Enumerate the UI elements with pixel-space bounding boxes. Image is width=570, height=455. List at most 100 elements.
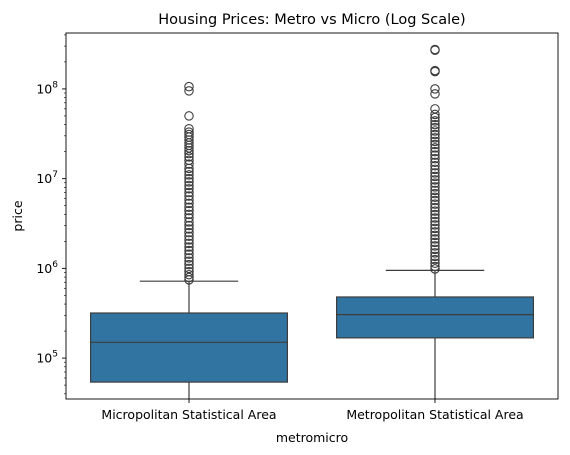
box-iqr	[89, 312, 289, 383]
y-tick-label: 106	[36, 260, 58, 276]
outlier-point	[184, 249, 194, 259]
outlier-point	[430, 116, 440, 126]
outlier-point	[184, 245, 194, 256]
outlier-point	[184, 238, 194, 249]
outlier-point	[184, 173, 194, 184]
outlier-point	[184, 272, 194, 283]
outlier-point	[430, 171, 440, 182]
outlier-point	[184, 202, 194, 212]
outlier-point	[430, 143, 440, 153]
outlier-point	[184, 184, 194, 194]
x-axis-label: metromicro	[276, 430, 348, 445]
x-axis: Micropolitan Statistical Area Metropolita…	[101, 399, 524, 422]
outlier-point	[184, 231, 194, 242]
outlier-point	[430, 178, 440, 188]
outlier-point	[184, 170, 194, 180]
outlier-point	[430, 199, 440, 209]
outlier-point	[184, 177, 194, 187]
y-axis-label: price	[10, 200, 25, 231]
outlier-point	[430, 126, 440, 136]
outlier-point	[184, 256, 194, 267]
outlier-point	[184, 145, 194, 156]
outlier-point	[430, 188, 440, 199]
outlier-point	[430, 175, 440, 185]
outlier-point	[430, 261, 440, 272]
outlier-point	[430, 164, 440, 175]
outlier-point	[430, 254, 440, 265]
y-tick-label: 107	[36, 170, 58, 186]
outlier-point	[430, 241, 440, 251]
outlier-point	[430, 139, 440, 150]
box-group-0	[89, 81, 289, 399]
outlier-point	[184, 86, 194, 96]
outlier-point	[184, 111, 194, 121]
outlier-point	[184, 275, 194, 285]
outlier-point	[430, 109, 440, 120]
outlier-point	[184, 81, 194, 92]
outlier-point	[184, 180, 194, 191]
outlier-point	[430, 136, 440, 147]
outlier-point	[184, 259, 194, 270]
outlier-point	[184, 263, 194, 274]
outlier-point	[430, 89, 440, 99]
outlier-point	[430, 153, 440, 164]
outlier-point	[184, 138, 194, 148]
x-tick-label: Metropolitan Statistical Area	[346, 407, 523, 422]
outlier-point	[184, 253, 194, 263]
outlier-point	[184, 159, 194, 169]
outlier-point	[430, 220, 440, 230]
plot-area	[89, 44, 535, 399]
outlier-point	[430, 45, 440, 55]
outlier-point	[184, 269, 194, 280]
outlier-point	[430, 185, 440, 196]
outlier-point	[430, 150, 440, 160]
outlier-point	[184, 166, 194, 177]
outlier-point	[430, 264, 440, 274]
outlier-point	[430, 66, 440, 77]
outlier-point	[430, 119, 440, 130]
outlier-point	[430, 133, 440, 143]
outlier-point	[184, 205, 194, 216]
outlier-point	[184, 217, 194, 227]
outlier-point	[184, 127, 194, 137]
box-group-1	[336, 44, 535, 399]
outlier-point	[430, 195, 440, 206]
outlier-point	[184, 191, 194, 201]
y-tick-label: 105	[36, 350, 58, 366]
plot-frame	[65, 32, 559, 400]
outlier-point	[430, 258, 440, 269]
outlier-point	[430, 216, 440, 227]
x-tick-label: Micropolitan Statistical Area	[101, 407, 276, 422]
outlier-point	[430, 146, 440, 157]
outlier-point	[184, 198, 194, 209]
outlier-point	[184, 242, 194, 252]
outlier-point	[430, 206, 440, 216]
outlier-point	[184, 195, 194, 205]
outlier-point	[184, 209, 194, 220]
outlier-point	[430, 202, 440, 213]
outlier-point	[184, 152, 194, 162]
outlier-point	[430, 230, 440, 241]
outlier-point	[184, 220, 194, 231]
outlier-point	[430, 244, 440, 255]
outlier-point	[430, 223, 440, 234]
outlier-point	[430, 129, 440, 140]
outlier-point	[184, 213, 194, 223]
outlier-point	[430, 248, 440, 258]
outlier-point	[430, 122, 440, 133]
outlier-point	[430, 112, 440, 123]
y-tick-label: 108	[36, 80, 58, 96]
outlier-point	[430, 213, 440, 223]
outlier-point	[430, 237, 440, 248]
outlier-point	[430, 168, 440, 178]
outlier-point	[430, 251, 440, 262]
outlier-point	[430, 227, 440, 237]
outlier-point	[430, 192, 440, 203]
outlier-point	[430, 157, 440, 168]
outlier-point	[430, 182, 440, 192]
outlier-point	[430, 161, 440, 171]
chart-title: Housing Prices: Metro vs Micro (Log Scal…	[158, 12, 465, 28]
outlier-point	[184, 224, 194, 234]
y-axis: 105 106 107 108	[36, 34, 66, 395]
